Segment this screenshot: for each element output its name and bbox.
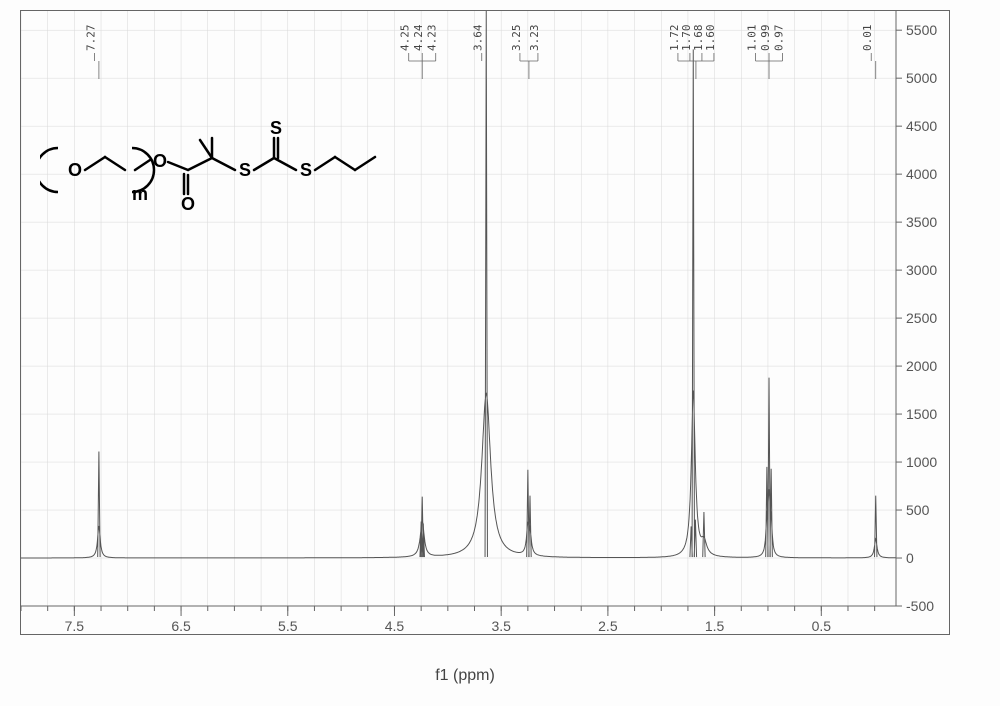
svg-text:3.64: 3.64 xyxy=(472,24,485,51)
svg-text:500: 500 xyxy=(906,502,930,518)
svg-text:4500: 4500 xyxy=(906,118,937,134)
svg-text:0.5: 0.5 xyxy=(812,618,832,634)
svg-text:0: 0 xyxy=(906,550,914,566)
svg-text:O: O xyxy=(153,151,167,171)
svg-text:3.25: 3.25 xyxy=(510,25,523,52)
svg-text:1.60: 1.60 xyxy=(704,25,717,52)
svg-text:2000: 2000 xyxy=(906,358,937,374)
svg-text:3500: 3500 xyxy=(906,214,937,230)
svg-text:1000: 1000 xyxy=(906,454,937,470)
svg-text:O: O xyxy=(68,160,82,180)
svg-text:6.5: 6.5 xyxy=(171,618,191,634)
svg-text:S: S xyxy=(300,160,312,180)
svg-text:7.5: 7.5 xyxy=(65,618,85,634)
molecule-structure: OmOOSSS xyxy=(40,110,420,240)
molecule-svg: OmOOSSS xyxy=(40,110,420,240)
svg-text:4000: 4000 xyxy=(906,166,937,182)
svg-text:4.25: 4.25 xyxy=(399,25,412,52)
svg-text:O: O xyxy=(181,194,195,214)
spectrum-svg: 7.5 6.5 5.5 4.5 3.5 2.5 1.5 0.5 -500 0 500 1000 1500… xyxy=(21,11,951,636)
nmr-chart-container: 7.5 6.5 5.5 4.5 3.5 2.5 1.5 0.5 -500 0 500 1000 1500… xyxy=(0,0,1000,706)
svg-text:3000: 3000 xyxy=(906,262,937,278)
svg-text:5.5: 5.5 xyxy=(278,618,298,634)
svg-text:1500: 1500 xyxy=(906,406,937,422)
svg-text:0.97: 0.97 xyxy=(773,25,786,52)
svg-text:S: S xyxy=(270,118,282,138)
x-axis-label: f1 (ppm) xyxy=(0,667,930,685)
svg-text:2500: 2500 xyxy=(906,310,937,326)
svg-text:4.23: 4.23 xyxy=(426,25,439,52)
svg-text:2.5: 2.5 xyxy=(598,618,618,634)
svg-text:0.99: 0.99 xyxy=(759,25,772,52)
svg-text:m: m xyxy=(132,184,148,204)
svg-text:0.01: 0.01 xyxy=(861,25,874,52)
svg-text:5000: 5000 xyxy=(906,70,937,86)
svg-text:4.24: 4.24 xyxy=(412,24,425,51)
svg-text:4.5: 4.5 xyxy=(385,618,405,634)
svg-text:-500: -500 xyxy=(906,598,934,614)
svg-text:1.5: 1.5 xyxy=(705,618,725,634)
svg-text:S: S xyxy=(239,160,251,180)
svg-text:1.01: 1.01 xyxy=(746,25,759,52)
svg-text:7.27: 7.27 xyxy=(84,25,97,52)
svg-text:5500: 5500 xyxy=(906,22,937,38)
svg-text:3.5: 3.5 xyxy=(491,618,511,634)
svg-text:3.23: 3.23 xyxy=(528,25,541,52)
plot-area: 7.5 6.5 5.5 4.5 3.5 2.5 1.5 0.5 -500 0 500 1000 1500… xyxy=(20,10,950,635)
